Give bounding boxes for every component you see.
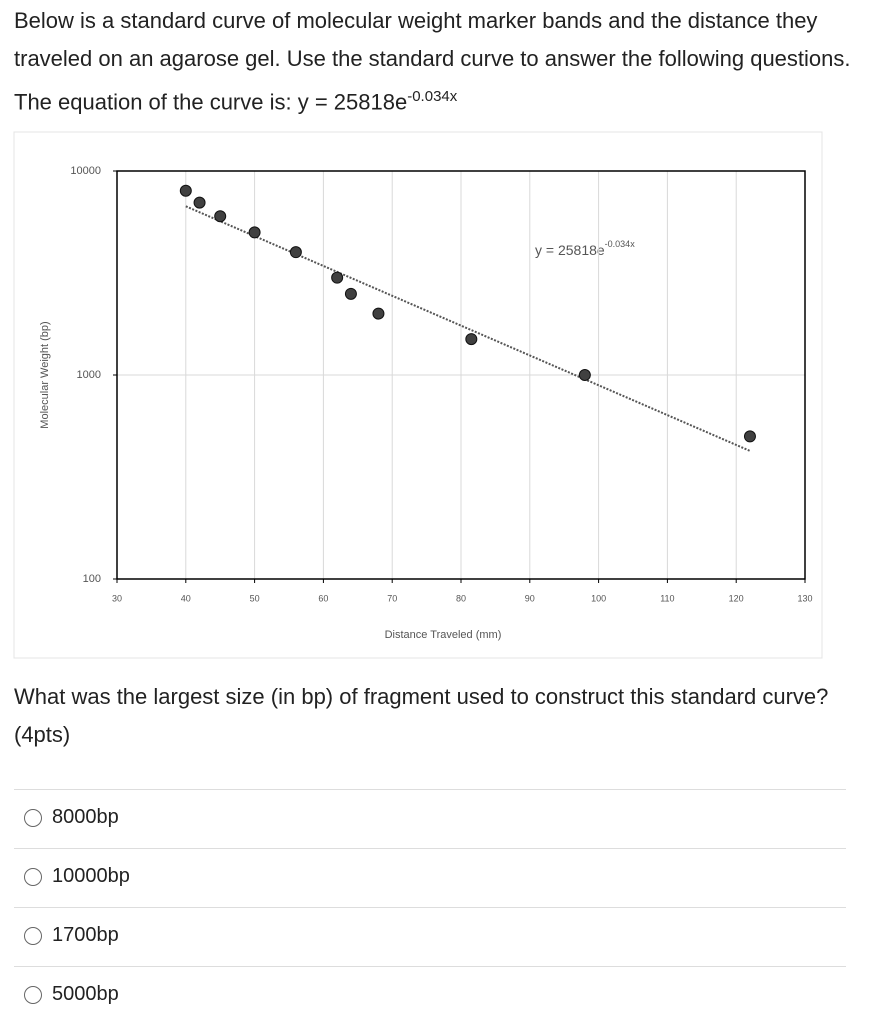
intro-superscript: -0.034x [407, 88, 458, 105]
option-label[interactable]: 5000bp [52, 983, 119, 1005]
x-tick-label: 30 [112, 593, 122, 603]
x-tick-label: 110 [660, 593, 674, 603]
trendline [185, 205, 751, 452]
x-tick-label: 70 [387, 593, 397, 603]
trendline-label: y = 25818e-0.034x [535, 239, 635, 257]
data-point [344, 287, 357, 300]
option[interactable]: 10000bp [14, 848, 846, 907]
radio-button[interactable] [24, 986, 42, 1004]
y-tick-label: 100 [83, 573, 101, 585]
x-tick-label: 100 [591, 593, 606, 603]
option[interactable]: 8000bp [14, 789, 846, 848]
data-point [331, 271, 344, 284]
data-point [465, 333, 478, 346]
x-tick-label: 120 [729, 593, 744, 603]
x-tick-label: 50 [250, 593, 260, 603]
y-tick-label: 1000 [77, 369, 101, 381]
data-point [289, 246, 302, 259]
radio-button[interactable] [24, 868, 42, 886]
chart: Distance Traveled (mm) Molecular Weight … [13, 131, 823, 659]
option[interactable]: 5000bp [14, 966, 846, 1025]
data-point [578, 369, 591, 381]
y-tick-label: 10000 [70, 165, 101, 177]
option[interactable]: 1700bp [14, 907, 846, 966]
data-point [743, 430, 756, 443]
data-point [179, 184, 192, 197]
data-point [248, 226, 261, 239]
x-tick-label: 130 [797, 593, 812, 603]
x-tick-label: 60 [318, 593, 328, 603]
trendline-text: y = 25818e [535, 242, 605, 258]
data-point [193, 196, 206, 209]
data-point [372, 307, 385, 320]
intro-text: Below is a standard curve of molecular w… [14, 8, 851, 115]
x-axis-label: Distance Traveled (mm) [385, 629, 502, 641]
radio-button[interactable] [24, 809, 42, 827]
x-tick-label: 40 [181, 593, 191, 603]
y-axis-label: Molecular Weight (bp) [39, 321, 51, 428]
x-tick-label: 80 [456, 593, 466, 603]
x-tick-label: 90 [525, 593, 535, 603]
chart-frame [13, 131, 823, 659]
intro: Below is a standard curve of molecular w… [14, 2, 854, 121]
radio-button[interactable] [24, 927, 42, 945]
data-point [214, 210, 227, 223]
option-label[interactable]: 1700bp [52, 924, 119, 946]
option-label[interactable]: 8000bp [52, 806, 119, 828]
plot-border [116, 170, 806, 580]
option-label[interactable]: 10000bp [52, 865, 130, 887]
question: What was the largest size (in bp) of fra… [14, 684, 829, 747]
trendline-superscript: -0.034x [605, 239, 636, 249]
